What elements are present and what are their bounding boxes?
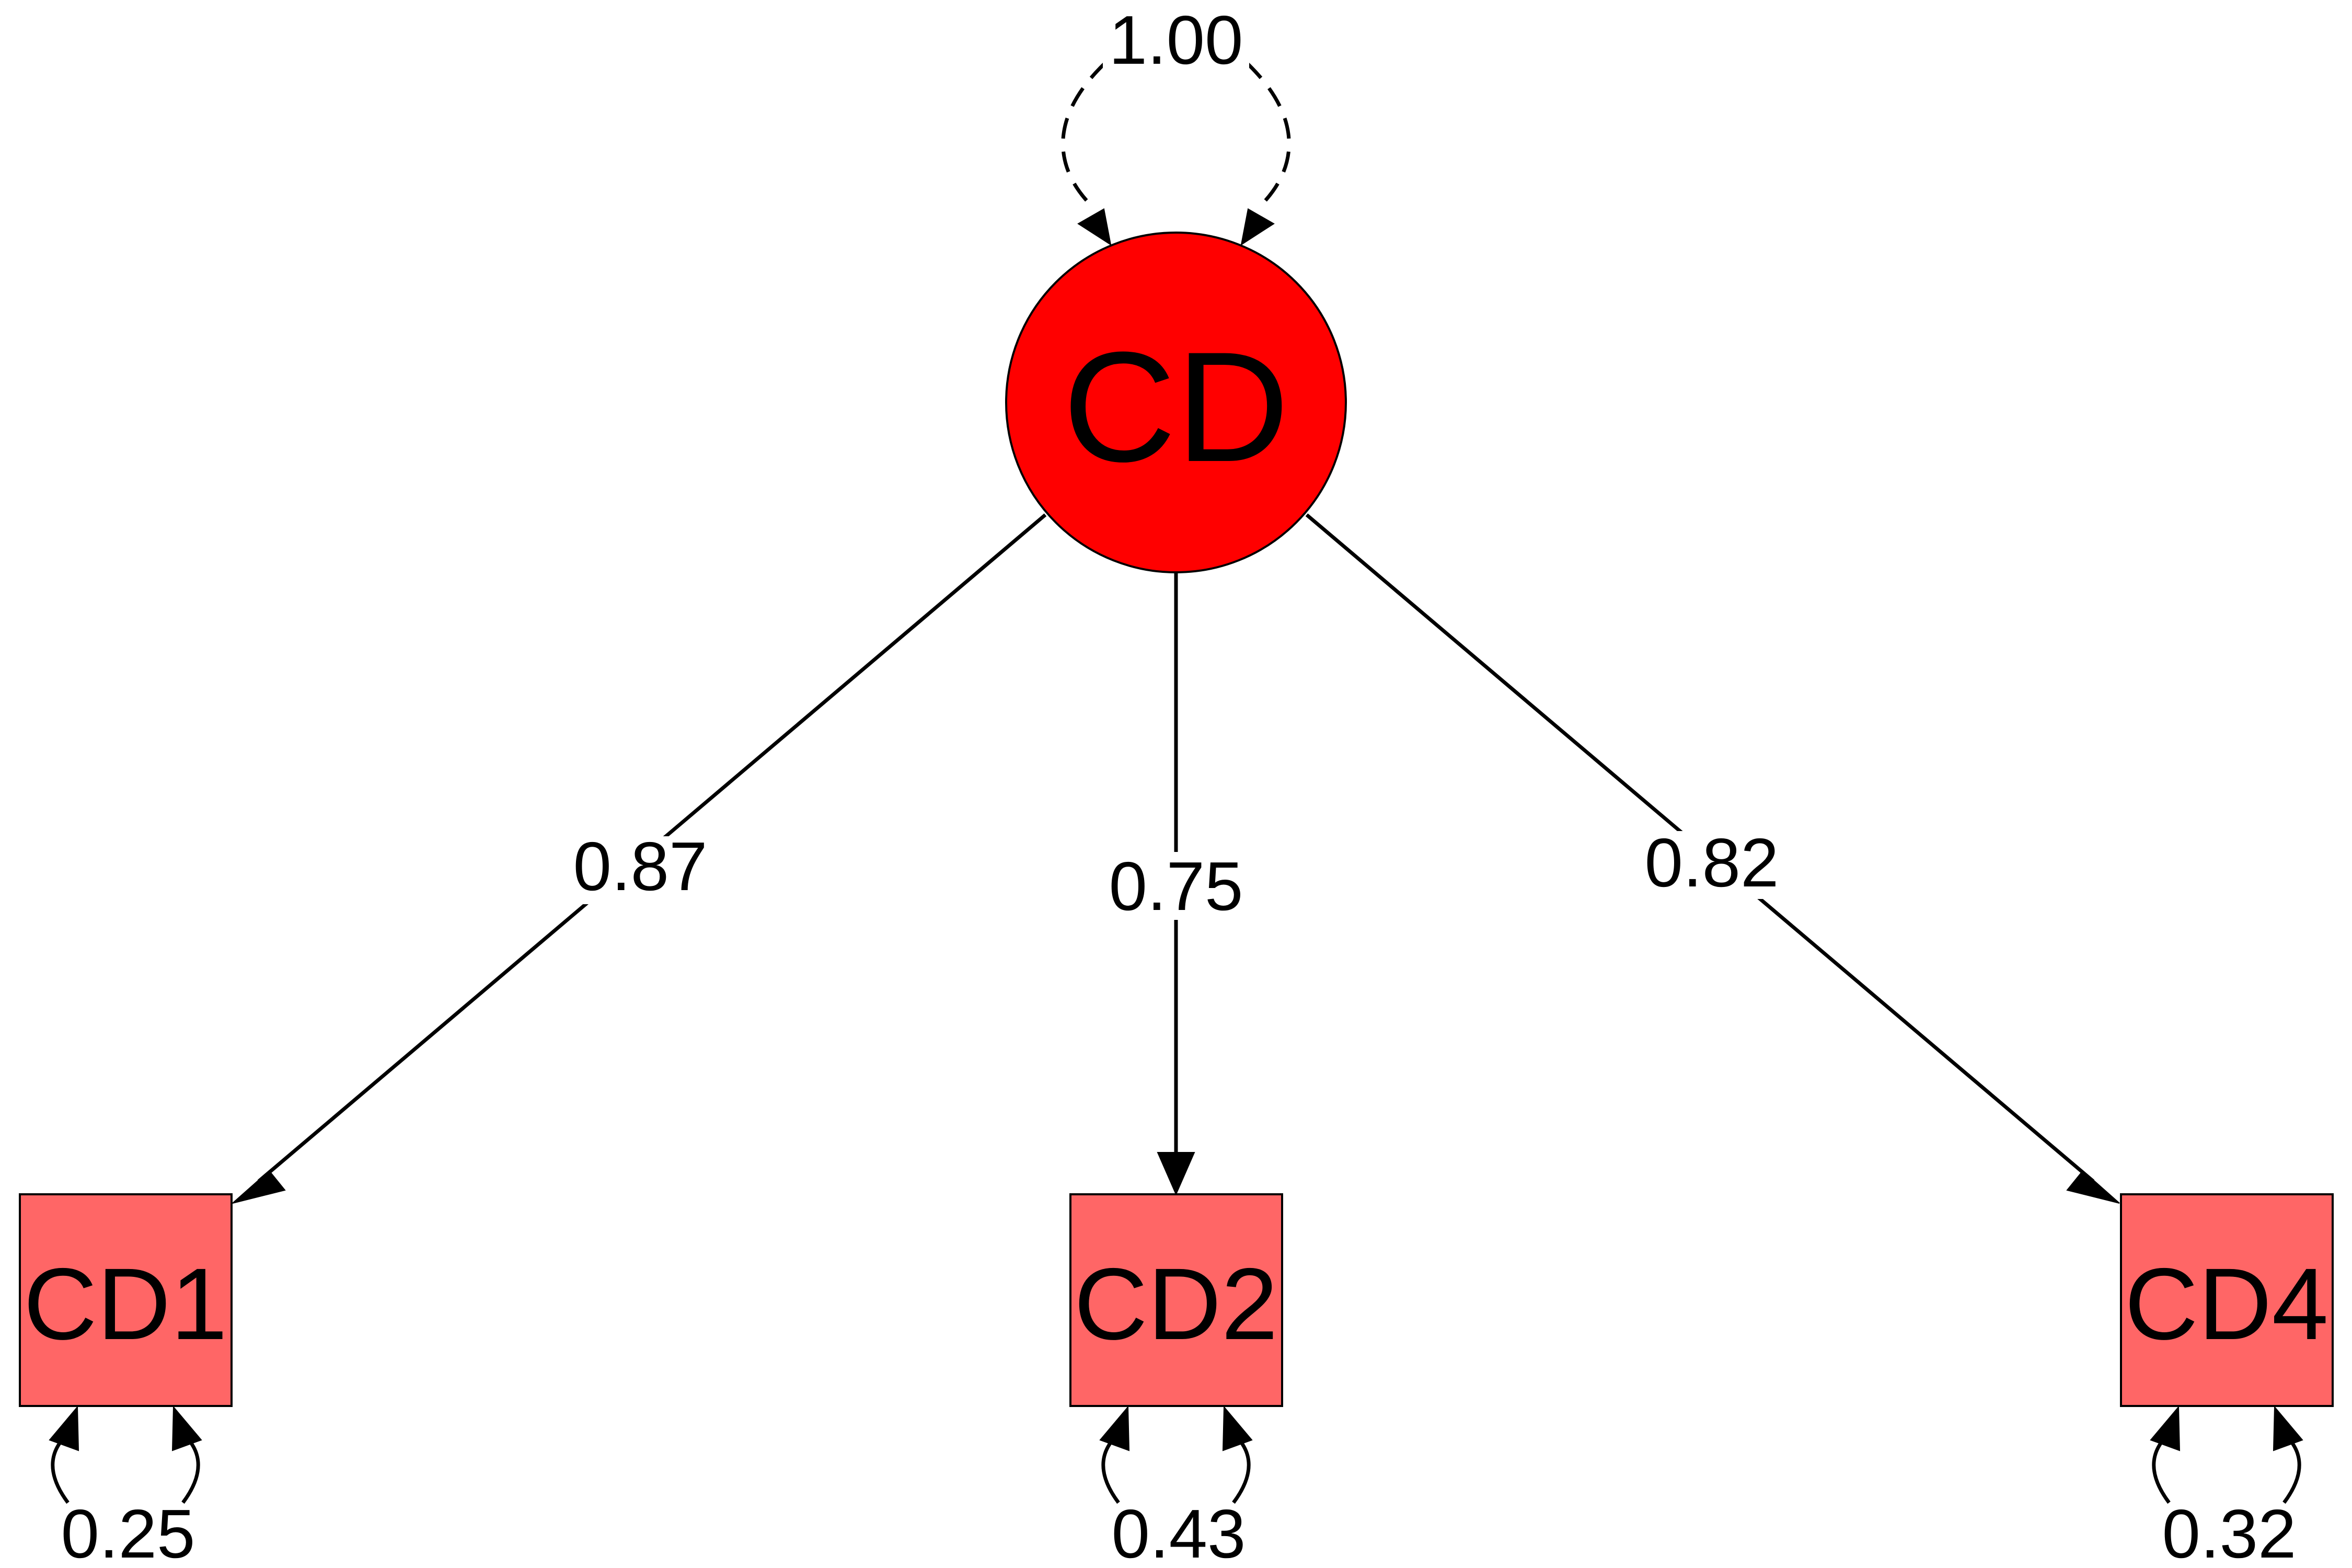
latent-node-label: CD — [1063, 319, 1289, 494]
residual-loop-cd2: 0.43 — [1099, 1405, 1253, 1568]
residual-label-cd4: 0.32 — [2162, 1495, 2297, 1568]
residual-label-cd1: 0.25 — [61, 1495, 195, 1568]
loading-edge-cd4: 0.82 — [1305, 513, 2120, 1204]
indicator-node-cd4: CD4 — [2120, 1193, 2334, 1407]
indicator-node-cd1: CD1 — [19, 1193, 233, 1407]
latent-variance-label: 1.00 — [1109, 2, 1243, 78]
residual-loop-cd4: 0.32 — [2150, 1405, 2303, 1568]
indicator-label-cd2: CD2 — [1074, 1247, 1278, 1361]
indicator-label-cd4: CD4 — [2125, 1247, 2328, 1361]
latent-variance-loop: 1.00 — [1061, 2, 1291, 246]
residual-label-cd2: 0.43 — [1112, 1495, 1246, 1568]
loading-edge-cd1: 0.87 — [232, 513, 1047, 1204]
loading-label-cd4: 0.82 — [1645, 824, 1779, 901]
indicator-label-cd1: CD1 — [24, 1247, 227, 1361]
loading-edge-cd2: 0.75 — [1103, 572, 1249, 1196]
loading-label-cd2: 0.75 — [1109, 848, 1243, 925]
loading-label-cd1: 0.87 — [573, 828, 708, 905]
latent-node-cd: CD — [1005, 232, 1347, 573]
indicator-node-cd2: CD2 — [1069, 1193, 1283, 1407]
residual-loop-cd1: 0.25 — [49, 1405, 202, 1568]
